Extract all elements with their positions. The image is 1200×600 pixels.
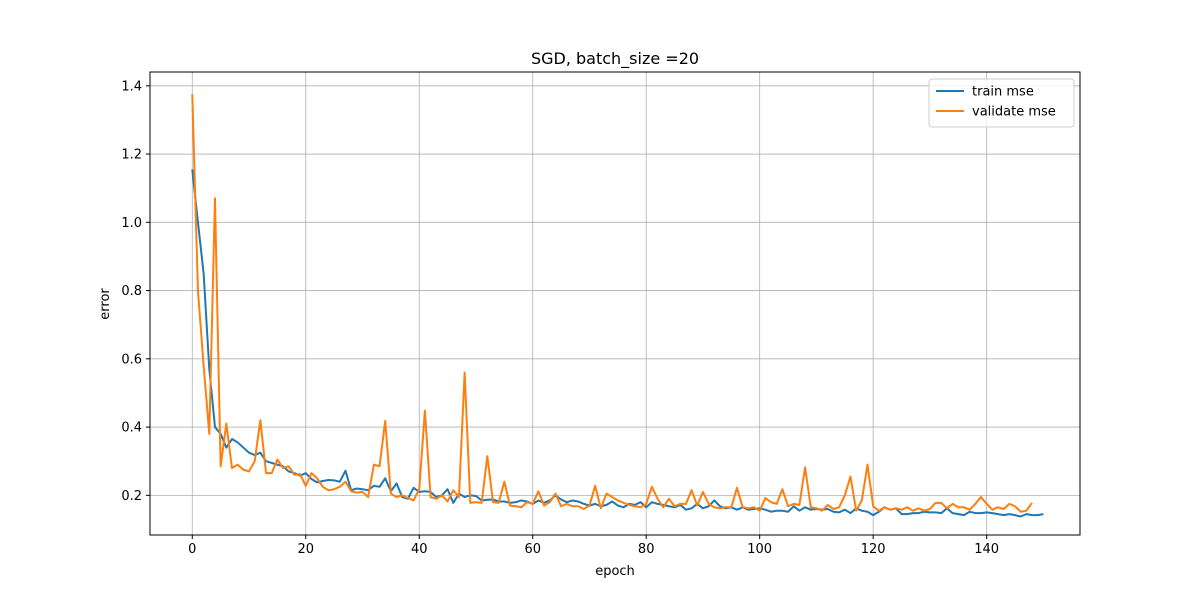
x-axis-label: epoch: [595, 564, 635, 579]
chart-title: SGD, batch_size =20: [531, 49, 699, 69]
x-tick-label: 100: [747, 542, 772, 557]
y-axis-label: error: [98, 288, 113, 320]
y-tick-label: 0.6: [121, 352, 142, 367]
x-tick-label: 120: [861, 542, 886, 557]
series-lines: [191, 94, 1044, 518]
y-tick-label: 1.4: [121, 79, 142, 94]
x-tick-label: 20: [297, 542, 314, 557]
y-tick-label: 1.0: [121, 216, 142, 231]
y-tick-label: 0.8: [121, 284, 142, 299]
series-line-train-mse: [191, 169, 1044, 518]
x-tick-label: 80: [638, 542, 655, 557]
legend-label: validate mse: [972, 105, 1056, 120]
axes-frame: [149, 71, 1081, 536]
x-tick-label: 0: [188, 542, 196, 557]
series-line-validate-mse: [191, 94, 1033, 513]
y-tick-label: 0.2: [121, 489, 142, 504]
x-tick-label: 60: [524, 542, 541, 557]
y-tick-label: 0.4: [121, 421, 142, 436]
legend-label: train mse: [972, 85, 1034, 100]
grid: [150, 72, 1080, 535]
legend: train mse validate mse: [928, 78, 1075, 128]
ticks: 0 20 40 60 80 100 120 140 0.2 0.4 0.6 0.8 1.0 1.2 1.4: [121, 79, 999, 557]
legend-box: [928, 78, 1075, 128]
x-tick-label: 140: [974, 542, 999, 557]
y-tick-label: 1.2: [121, 148, 142, 163]
x-tick-label: 40: [411, 542, 428, 557]
